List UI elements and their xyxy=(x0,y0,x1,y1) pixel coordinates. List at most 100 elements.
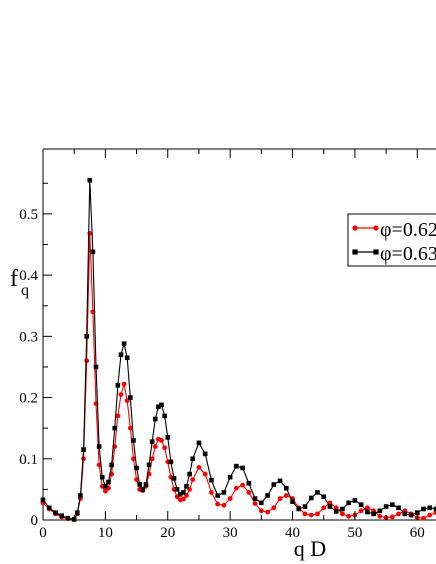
data-point xyxy=(171,476,177,481)
data-point xyxy=(371,511,376,517)
data-point xyxy=(396,511,401,517)
plot-frame xyxy=(42,148,436,521)
data-point xyxy=(265,493,270,498)
data-point xyxy=(87,177,93,183)
data-point xyxy=(131,438,136,443)
data-point xyxy=(308,512,314,518)
legend-marker-series-1-end xyxy=(373,225,379,231)
data-point xyxy=(302,504,308,509)
series-1 xyxy=(40,231,436,522)
data-point xyxy=(177,491,183,497)
data-point xyxy=(184,484,189,489)
data-point xyxy=(390,502,395,507)
data-point xyxy=(190,456,196,462)
data-point xyxy=(365,509,370,515)
legend-label-series-1: φ=0.62 xyxy=(380,219,436,241)
data-point xyxy=(196,440,202,446)
data-point xyxy=(215,501,221,507)
data-point xyxy=(84,334,89,339)
data-point xyxy=(333,509,339,514)
data-point xyxy=(174,487,180,492)
x-ticks: 0 10 20 30 40 50 60 xyxy=(39,149,425,541)
data-point xyxy=(152,416,158,422)
data-point xyxy=(340,506,345,512)
data-point xyxy=(180,496,186,502)
data-point xyxy=(271,505,277,511)
y-tick-label: 0.4 xyxy=(19,268,38,284)
data-point xyxy=(240,465,245,471)
data-point xyxy=(283,493,289,498)
data-point xyxy=(53,510,58,515)
data-point xyxy=(290,499,295,504)
data-point xyxy=(402,511,408,517)
data-point xyxy=(118,352,124,358)
data-point xyxy=(202,451,208,457)
x-tick-label: 40 xyxy=(285,525,300,541)
series-2 xyxy=(40,177,436,522)
data-point xyxy=(265,509,270,515)
y-ticks: 0 0.1 0.2 0.3 0.4 0.5 xyxy=(19,182,52,529)
data-point xyxy=(364,505,370,511)
data-point xyxy=(352,498,358,503)
data-point xyxy=(202,471,208,477)
data-point xyxy=(427,512,433,518)
data-point xyxy=(340,511,345,517)
data-point xyxy=(75,510,80,515)
data-point xyxy=(408,512,414,518)
data-point xyxy=(143,482,149,487)
data-point xyxy=(162,445,168,451)
data-point xyxy=(358,508,364,514)
data-point xyxy=(65,515,71,521)
x-tick-label: 20 xyxy=(160,525,175,541)
data-point xyxy=(377,513,383,519)
data-point xyxy=(302,511,308,517)
data-point xyxy=(333,505,339,511)
data-point xyxy=(81,447,86,452)
data-point xyxy=(118,392,124,397)
data-point xyxy=(181,490,186,495)
data-point xyxy=(102,488,108,494)
legend-box xyxy=(347,213,436,267)
data-point xyxy=(315,490,320,495)
data-point xyxy=(90,249,96,255)
y-axis-label-main: f xyxy=(10,266,18,292)
x-tick-label: 30 xyxy=(223,525,238,541)
data-point xyxy=(315,511,320,517)
data-point xyxy=(308,495,314,501)
data-point xyxy=(134,477,139,482)
legend-label-series-2: φ=0.63 xyxy=(380,243,436,265)
data-point xyxy=(93,364,99,370)
data-point xyxy=(115,413,121,419)
data-point xyxy=(152,444,158,449)
data-point xyxy=(209,490,214,495)
data-point xyxy=(234,463,239,469)
data-point xyxy=(149,439,155,444)
data-point xyxy=(346,513,352,519)
data-point xyxy=(277,496,283,501)
data-point xyxy=(377,508,383,514)
y-tick-label: 0.3 xyxy=(19,329,38,345)
data-point xyxy=(421,515,426,521)
data-point xyxy=(215,493,220,498)
data-point xyxy=(346,500,351,506)
data-point xyxy=(187,471,192,477)
data-point xyxy=(283,485,289,491)
data-point xyxy=(165,435,171,440)
y-axis-label: f q xyxy=(10,266,29,299)
data-point xyxy=(427,505,433,511)
legend: φ=0.62 φ=0.63 xyxy=(347,213,436,267)
y-tick-label: 0.5 xyxy=(19,207,38,223)
data-point xyxy=(227,474,233,480)
data-point xyxy=(131,456,136,462)
data-point xyxy=(106,479,111,485)
data-point xyxy=(137,482,142,487)
data-point xyxy=(221,502,227,508)
data-point xyxy=(59,513,65,519)
data-point xyxy=(196,464,202,470)
x-tick-label: 50 xyxy=(347,525,362,541)
data-point xyxy=(127,425,133,431)
data-point xyxy=(433,506,436,512)
data-point xyxy=(327,504,333,509)
data-point xyxy=(156,404,161,410)
data-point xyxy=(421,506,426,512)
